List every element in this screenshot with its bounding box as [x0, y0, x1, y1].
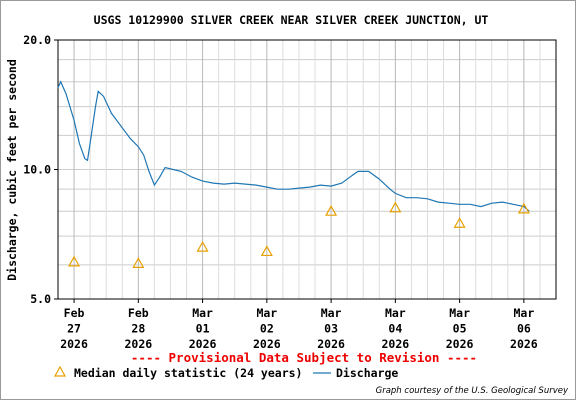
x-tick-label: Mar: [513, 306, 534, 320]
x-tick-label: 03: [324, 322, 338, 336]
x-tick-label: 05: [453, 322, 467, 336]
median-point: [260, 245, 273, 257]
median-point: [196, 240, 209, 252]
x-tick-label: 2026: [317, 337, 345, 351]
x-tick-label: 02: [260, 322, 274, 336]
x-tick-label: 2026: [60, 337, 88, 351]
chart-title: USGS 10129900 SILVER CREEK NEAR SILVER C…: [94, 13, 489, 27]
y-axis-label: Discharge, cubic feet per second: [5, 59, 19, 281]
median-point: [132, 257, 145, 268]
x-tick-label: 2026: [189, 337, 217, 351]
x-tick-label: Mar: [385, 306, 406, 320]
median-point: [325, 204, 338, 216]
grid-lines: [57, 39, 557, 300]
x-tick-label: 04: [388, 322, 402, 336]
discharge-series-line: [57, 80, 530, 212]
x-tick-label: 2026: [253, 337, 281, 351]
provisional-note: ---- Provisional Data Subject to Revisio…: [131, 350, 477, 365]
y-tick-label: 5.0: [30, 292, 51, 306]
y-tick-label: 10.0: [23, 163, 51, 177]
x-tick-label: Feb: [64, 306, 85, 320]
x-tick-label: Mar: [256, 306, 277, 320]
legend-discharge-label: Discharge: [336, 366, 398, 380]
x-tick-label: Feb: [128, 306, 149, 320]
x-tick-label: Mar: [321, 306, 342, 320]
median-point: [517, 202, 530, 214]
x-tick-label: 2026: [124, 337, 152, 351]
credit-text: Graph courtesy of the U.S. Geological Su…: [376, 386, 569, 396]
x-tick-label: 28: [131, 322, 145, 336]
x-tick-label: Mar: [192, 306, 213, 320]
x-tick-label: 2026: [382, 337, 410, 351]
x-tick-label: 06: [517, 322, 531, 336]
legend: Median daily statistic (24 years) Discha…: [53, 365, 398, 380]
x-tick-label: Mar: [449, 306, 470, 320]
median-point: [68, 255, 81, 267]
series-layer: [57, 80, 530, 268]
x-tick-label: 01: [196, 322, 210, 336]
axes: 5.010.020.0Feb272026Feb282026Mar012026Ma…: [23, 33, 557, 351]
median-legend-marker: [53, 365, 67, 377]
median-point: [453, 217, 466, 228]
median-point: [389, 201, 402, 213]
x-tick-label: 27: [67, 322, 81, 336]
y-tick-label: 20.0: [23, 33, 51, 47]
x-tick-label: 2026: [446, 337, 474, 351]
x-tick-label: 2026: [510, 337, 538, 351]
legend-median-label: Median daily statistic (24 years): [74, 366, 302, 380]
